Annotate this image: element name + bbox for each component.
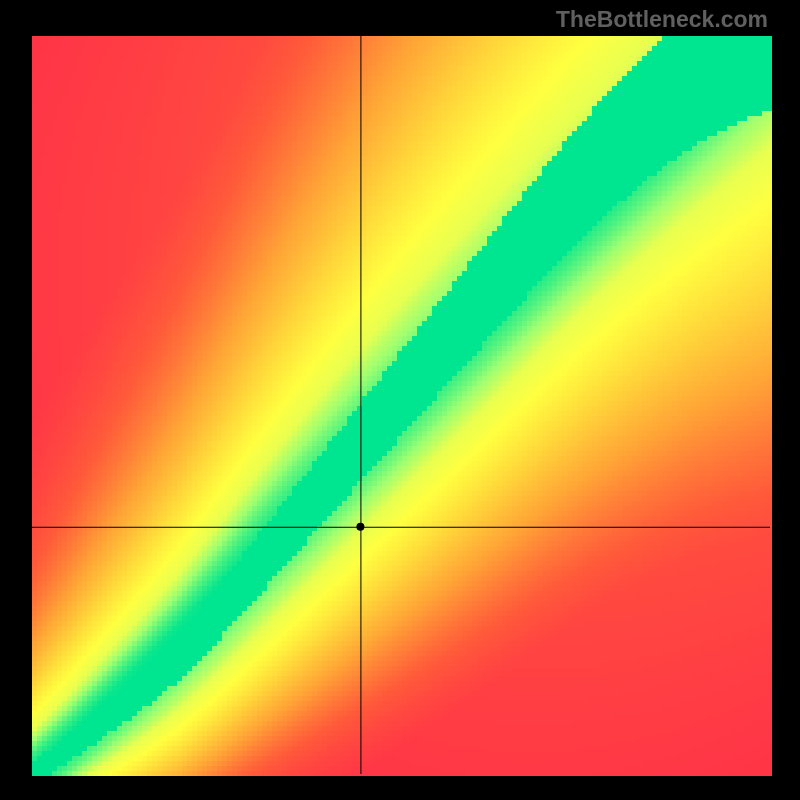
chart-container: TheBottleneck.com — [0, 0, 800, 800]
watermark-text: TheBottleneck.com — [556, 6, 768, 33]
bottleneck-heatmap — [0, 0, 800, 800]
